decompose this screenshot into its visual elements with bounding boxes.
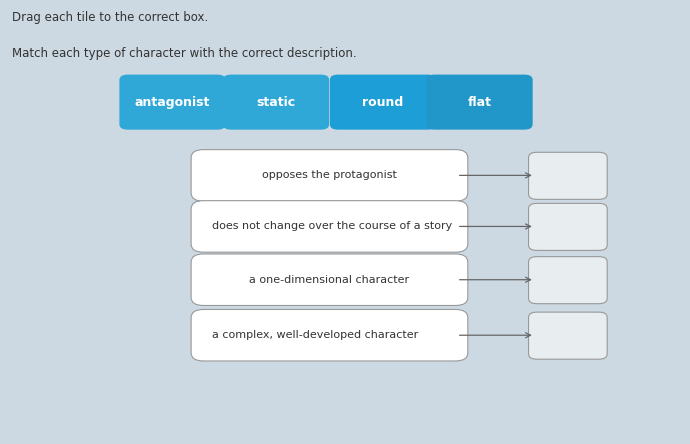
Text: round: round — [362, 95, 404, 109]
Text: flat: flat — [468, 95, 491, 109]
FancyBboxPatch shape — [529, 257, 607, 304]
FancyBboxPatch shape — [191, 254, 468, 305]
Text: a complex, well-developed character: a complex, well-developed character — [212, 330, 418, 340]
Text: static: static — [257, 95, 295, 109]
FancyBboxPatch shape — [119, 75, 226, 130]
FancyBboxPatch shape — [529, 152, 607, 199]
Text: does not change over the course of a story: does not change over the course of a sto… — [212, 222, 452, 231]
Text: a one-dimensional character: a one-dimensional character — [249, 275, 410, 285]
Text: antagonist: antagonist — [135, 95, 210, 109]
FancyBboxPatch shape — [191, 150, 468, 201]
FancyBboxPatch shape — [529, 203, 607, 250]
FancyBboxPatch shape — [529, 312, 607, 359]
Text: Drag each tile to the correct box.: Drag each tile to the correct box. — [12, 11, 208, 24]
Text: opposes the protagonist: opposes the protagonist — [262, 170, 397, 180]
Text: Match each type of character with the correct description.: Match each type of character with the co… — [12, 47, 357, 59]
FancyBboxPatch shape — [191, 201, 468, 252]
FancyBboxPatch shape — [426, 75, 533, 130]
FancyBboxPatch shape — [330, 75, 436, 130]
FancyBboxPatch shape — [223, 75, 329, 130]
FancyBboxPatch shape — [191, 309, 468, 361]
